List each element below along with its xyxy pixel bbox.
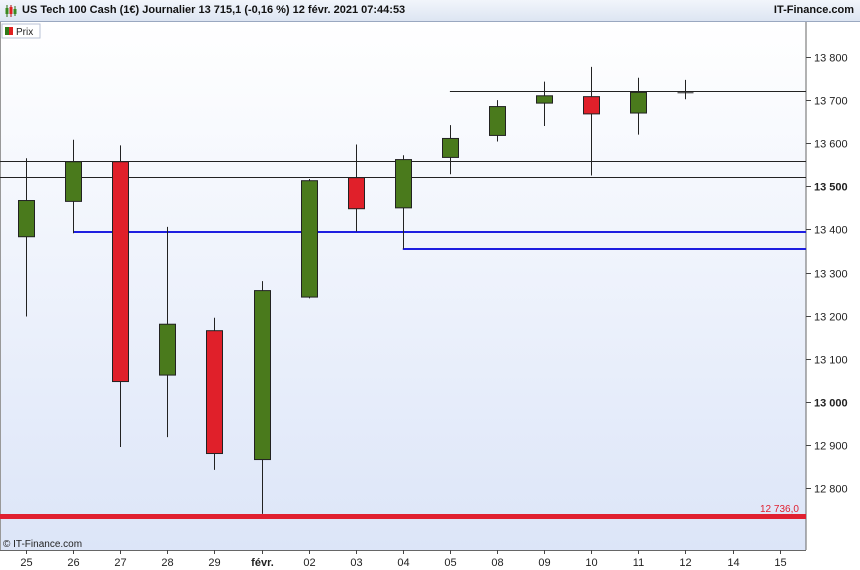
candle-body — [395, 159, 412, 209]
candle — [395, 155, 412, 249]
candle — [348, 144, 365, 232]
y-tick-label: 13 700 — [814, 96, 848, 108]
x-tick-label: 04 — [397, 557, 409, 569]
chart-title: US Tech 100 Cash (1€) Journalier 13 715,… — [22, 4, 406, 16]
copyright-label: © IT-Finance.com — [3, 539, 82, 550]
candle — [677, 79, 694, 100]
y-axis: 12 800 12 900 13 000 13 100 13 200 13 300 13 4… — [806, 53, 848, 496]
x-tick-label: 12 — [679, 557, 691, 569]
candle-body — [630, 91, 647, 114]
x-tick-label: 15 — [774, 557, 786, 569]
x-tick-label: 02 — [303, 557, 315, 569]
candle — [536, 81, 553, 126]
candle — [65, 139, 82, 234]
candles — [18, 66, 694, 514]
x-tick-label: 27 — [114, 557, 126, 569]
x-tick-label: 28 — [161, 557, 173, 569]
x-tick-label: févr. — [251, 557, 274, 569]
y-tick-label: 12 900 — [814, 441, 848, 453]
candle-body — [442, 137, 459, 158]
candle — [301, 178, 318, 299]
y-tick-label: 12 800 — [814, 484, 848, 496]
x-tick-label: 09 — [538, 557, 550, 569]
support-value-label: 12 736,0 — [760, 504, 799, 515]
legend-prix[interactable]: Prix — [1, 23, 41, 39]
chart-header: US Tech 100 Cash (1€) Journalier 13 715,… — [0, 0, 860, 22]
y-tick-label: 13 500 — [814, 182, 848, 194]
y-tick-label: 13 100 — [814, 355, 848, 367]
candle — [254, 281, 271, 514]
x-tick-label: 05 — [444, 557, 456, 569]
candle-body — [301, 180, 318, 298]
x-tick-label: 26 — [67, 557, 79, 569]
y-tick-label: 13 600 — [814, 139, 848, 151]
candle — [18, 158, 35, 317]
x-tick-label: 25 — [20, 557, 32, 569]
x-tick-label: 29 — [208, 557, 220, 569]
plot-background — [0, 22, 806, 550]
x-tick-label: 03 — [350, 557, 362, 569]
y-tick-label: 13 300 — [814, 269, 848, 281]
legend-up-swatch — [5, 27, 9, 35]
candle-body — [536, 95, 553, 104]
x-tick-label: 08 — [491, 557, 503, 569]
candle-body — [254, 290, 271, 461]
brand-label: IT-Finance.com — [773, 4, 854, 16]
candle-body — [206, 330, 223, 455]
candle — [583, 66, 600, 176]
candle-body — [18, 200, 35, 238]
x-axis-panel — [0, 550, 860, 570]
candle-body — [489, 106, 506, 136]
candle-body — [348, 177, 365, 210]
candle — [112, 145, 129, 448]
candle-body — [65, 161, 82, 202]
x-axis: 25 26 27 28 29 févr. 02 03 04 05 08 09 10 11 12 14 15 — [20, 550, 787, 569]
candle — [442, 125, 459, 175]
legend-label: Prix — [16, 27, 33, 38]
y-tick-label: 13 200 — [814, 312, 848, 324]
x-tick-label: 14 — [727, 557, 739, 569]
y-tick-label: 13 400 — [814, 225, 848, 237]
candle-body — [159, 323, 176, 376]
y-tick-label: 13 000 — [814, 398, 848, 410]
legend-down-swatch — [9, 27, 13, 35]
candle — [206, 317, 223, 470]
y-axis-panel — [806, 22, 860, 550]
candle-body — [583, 96, 600, 115]
candle — [159, 226, 176, 438]
y-tick-label: 13 800 — [814, 53, 848, 65]
x-tick-label: 10 — [585, 557, 597, 569]
candle — [489, 100, 506, 142]
candle — [630, 77, 647, 135]
candle-body — [112, 161, 129, 383]
candlestick-icon — [5, 5, 17, 17]
x-tick-label: 11 — [633, 557, 644, 569]
